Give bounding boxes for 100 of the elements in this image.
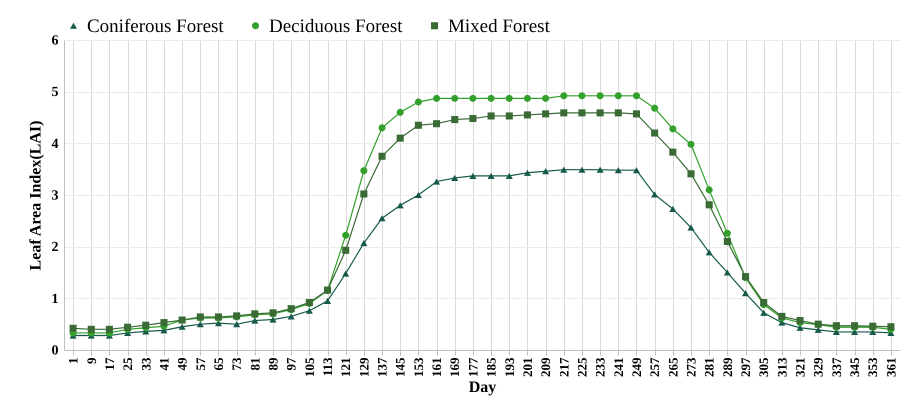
y-tick-label: 3 xyxy=(52,188,58,204)
x-tick-label: 265 xyxy=(665,357,680,377)
x-tick-label: 273 xyxy=(684,357,698,377)
x-tick-label: 209 xyxy=(538,357,554,377)
x-tick-label: 201 xyxy=(520,358,535,377)
point xyxy=(560,109,568,116)
x-tick-label: 113 xyxy=(320,357,336,376)
x-tick-label: 145 xyxy=(392,357,408,377)
point xyxy=(687,224,695,231)
point xyxy=(488,112,495,120)
legend-label: Mixed Forest xyxy=(448,16,551,37)
x-tick-label: 225 xyxy=(574,357,590,377)
point xyxy=(542,168,550,174)
point xyxy=(269,316,277,323)
x-tick-label: 25 xyxy=(120,357,136,370)
x-tick-label: 169 xyxy=(447,357,462,377)
point xyxy=(596,166,604,173)
x-tick-label: 297 xyxy=(738,357,754,377)
point xyxy=(396,202,404,208)
point xyxy=(106,326,113,333)
x-tick-label: 353 xyxy=(865,357,880,377)
x-tick-label: 185 xyxy=(484,357,499,377)
x-tick-label: 57 xyxy=(192,357,208,370)
point xyxy=(306,308,313,314)
point xyxy=(506,172,513,179)
point xyxy=(378,124,386,132)
x-tick-label: 73 xyxy=(229,357,244,370)
x-axis-title: Day xyxy=(468,379,496,396)
point xyxy=(706,201,713,208)
point xyxy=(342,270,350,277)
point xyxy=(760,298,768,306)
point xyxy=(687,170,695,178)
point xyxy=(451,94,458,102)
point xyxy=(542,110,550,118)
point xyxy=(360,240,368,246)
point xyxy=(887,323,894,330)
x-tick-label: 121 xyxy=(338,358,354,377)
point xyxy=(706,249,713,256)
point xyxy=(70,324,77,332)
point xyxy=(560,166,568,173)
point xyxy=(196,321,204,328)
y-tick-label: 4 xyxy=(52,136,58,152)
y-tick-label: 2 xyxy=(52,240,58,256)
point xyxy=(724,238,731,246)
point xyxy=(742,290,750,296)
point xyxy=(251,317,258,324)
x-tick-label: 257 xyxy=(647,357,662,377)
point xyxy=(524,111,531,118)
point xyxy=(288,313,295,320)
point xyxy=(578,166,586,173)
y-tick-label: 5 xyxy=(52,85,58,100)
legend-label: Coniferous Forest xyxy=(87,16,224,37)
point xyxy=(324,298,332,304)
point xyxy=(378,152,386,160)
point xyxy=(396,108,404,116)
point xyxy=(632,92,640,100)
point xyxy=(524,170,531,176)
point xyxy=(414,122,422,129)
point xyxy=(414,192,422,198)
point xyxy=(632,110,640,118)
x-tick-label: 289 xyxy=(720,357,735,377)
point xyxy=(560,92,568,100)
y-tick-label: 1 xyxy=(52,292,58,307)
x-tick-label: 321 xyxy=(792,358,808,377)
point xyxy=(669,206,676,212)
point xyxy=(88,326,95,333)
x-tick-label: 345 xyxy=(847,357,862,377)
point xyxy=(542,94,550,102)
x-tick-label: 81 xyxy=(247,358,262,370)
point xyxy=(614,92,622,100)
point xyxy=(724,269,731,276)
point xyxy=(669,148,676,156)
point xyxy=(614,167,622,174)
point xyxy=(342,232,350,239)
x-tick-label: 9 xyxy=(84,357,99,364)
point xyxy=(706,186,713,194)
x-tick-label: 161 xyxy=(429,358,444,377)
x-tick-label: 305 xyxy=(756,357,772,377)
x-tick-label: 329 xyxy=(810,357,826,377)
point xyxy=(160,319,168,326)
point xyxy=(414,98,422,106)
point xyxy=(506,94,513,102)
point xyxy=(596,92,604,100)
point xyxy=(506,112,513,120)
point xyxy=(760,310,768,316)
x-tick-label: 241 xyxy=(610,358,626,377)
point xyxy=(451,116,458,124)
y-tick-label: 6 xyxy=(52,34,58,48)
point xyxy=(469,172,476,179)
point xyxy=(378,215,386,222)
x-tick-label: 129 xyxy=(356,357,372,377)
point xyxy=(469,114,476,122)
point xyxy=(342,246,350,254)
point xyxy=(669,125,676,132)
x-tick-label: 313 xyxy=(774,357,790,377)
point xyxy=(360,167,368,174)
x-tick-label: 217 xyxy=(556,357,572,377)
point xyxy=(433,120,440,128)
point xyxy=(469,94,476,102)
x-tick-label: 105 xyxy=(302,357,317,377)
